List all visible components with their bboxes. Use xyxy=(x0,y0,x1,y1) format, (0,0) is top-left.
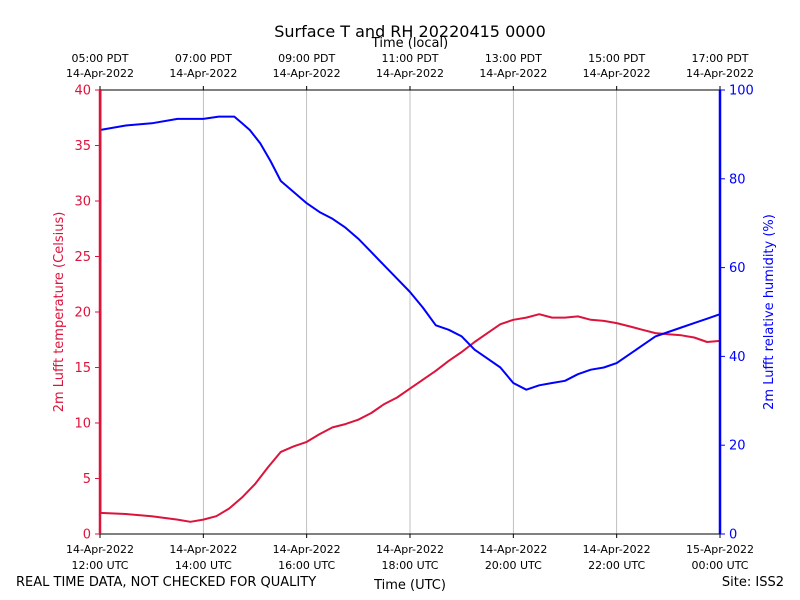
top-tick-time: 13:00 PDT xyxy=(485,52,542,65)
left-tick-label: 5 xyxy=(83,472,91,487)
left-tick-label: 40 xyxy=(74,84,91,99)
bottom-tick-date: 14-Apr-2022 xyxy=(66,543,134,556)
temperature-series-line xyxy=(99,313,721,523)
bottom-axis-label: Time (UTC) xyxy=(373,578,446,593)
right-tick-label: 20 xyxy=(729,439,746,454)
top-tick-date: 14-Apr-2022 xyxy=(583,67,651,80)
bottom-tick-time: 18:00 UTC xyxy=(381,559,438,572)
left-tick-label: 30 xyxy=(74,195,91,210)
top-tick-date: 14-Apr-2022 xyxy=(169,67,237,80)
bottom-tick-time: 16:00 UTC xyxy=(278,559,335,572)
left-tick-label: 10 xyxy=(74,417,91,432)
right-tick-label: 100 xyxy=(729,84,754,99)
right-tick-label: 80 xyxy=(729,172,746,187)
bottom-tick-time: 20:00 UTC xyxy=(485,559,542,572)
bottom-tick-time: 14:00 UTC xyxy=(175,559,232,572)
left-tick-label: 15 xyxy=(74,361,91,376)
right-tick-label: 0 xyxy=(729,528,737,543)
quality-note: REAL TIME DATA, NOT CHECKED FOR QUALITY xyxy=(16,575,317,590)
bottom-tick-time: 00:00 UTC xyxy=(691,559,748,572)
left-tick-label: 0 xyxy=(83,528,91,543)
grid-lines xyxy=(202,90,618,534)
top-axis-label: Time (local) xyxy=(371,36,448,51)
left-tick-label: 25 xyxy=(74,250,91,265)
top-tick-time: 15:00 PDT xyxy=(588,52,645,65)
top-tick-date: 14-Apr-2022 xyxy=(376,67,444,80)
chart-title: Surface T and RH 20220415 0000 xyxy=(274,22,546,41)
bottom-tick-date: 15-Apr-2022 xyxy=(686,543,754,556)
site-label: Site: ISS2 xyxy=(721,575,784,590)
left-tick-label: 35 xyxy=(74,139,91,154)
bottom-tick-date: 14-Apr-2022 xyxy=(169,543,237,556)
left-axis-label: 2m Lufft temperature (Celsius) xyxy=(52,212,67,413)
right-tick-label: 40 xyxy=(729,350,746,365)
bottom-tick-date: 14-Apr-2022 xyxy=(583,543,651,556)
top-tick-date: 14-Apr-2022 xyxy=(479,67,547,80)
top-tick-time: 07:00 PDT xyxy=(175,52,232,65)
bottom-tick-time: 22:00 UTC xyxy=(588,559,645,572)
bottom-tick-time: 12:00 UTC xyxy=(71,559,128,572)
bottom-tick-date: 14-Apr-2022 xyxy=(273,543,341,556)
top-tick-date: 14-Apr-2022 xyxy=(66,67,134,80)
top-tick-time: 09:00 PDT xyxy=(278,52,335,65)
top-tick-time: 17:00 PDT xyxy=(691,52,748,65)
top-tick-time: 11:00 PDT xyxy=(381,52,438,65)
axis-ticks: 0 5 10 15 20 25 30 35 40 0 20 40 60 80 100 14-Apr-2022 1… xyxy=(66,52,754,572)
bottom-tick-date: 14-Apr-2022 xyxy=(376,543,444,556)
right-tick-label: 60 xyxy=(729,261,746,276)
top-tick-date: 14-Apr-2022 xyxy=(686,67,754,80)
left-tick-label: 20 xyxy=(74,306,91,321)
bottom-tick-date: 14-Apr-2022 xyxy=(479,543,547,556)
top-tick-time: 05:00 PDT xyxy=(71,52,128,65)
humidity-series-line xyxy=(99,115,721,391)
right-axis-label: 2m Lufft relative humidity (%) xyxy=(762,214,777,410)
top-tick-date: 14-Apr-2022 xyxy=(273,67,341,80)
